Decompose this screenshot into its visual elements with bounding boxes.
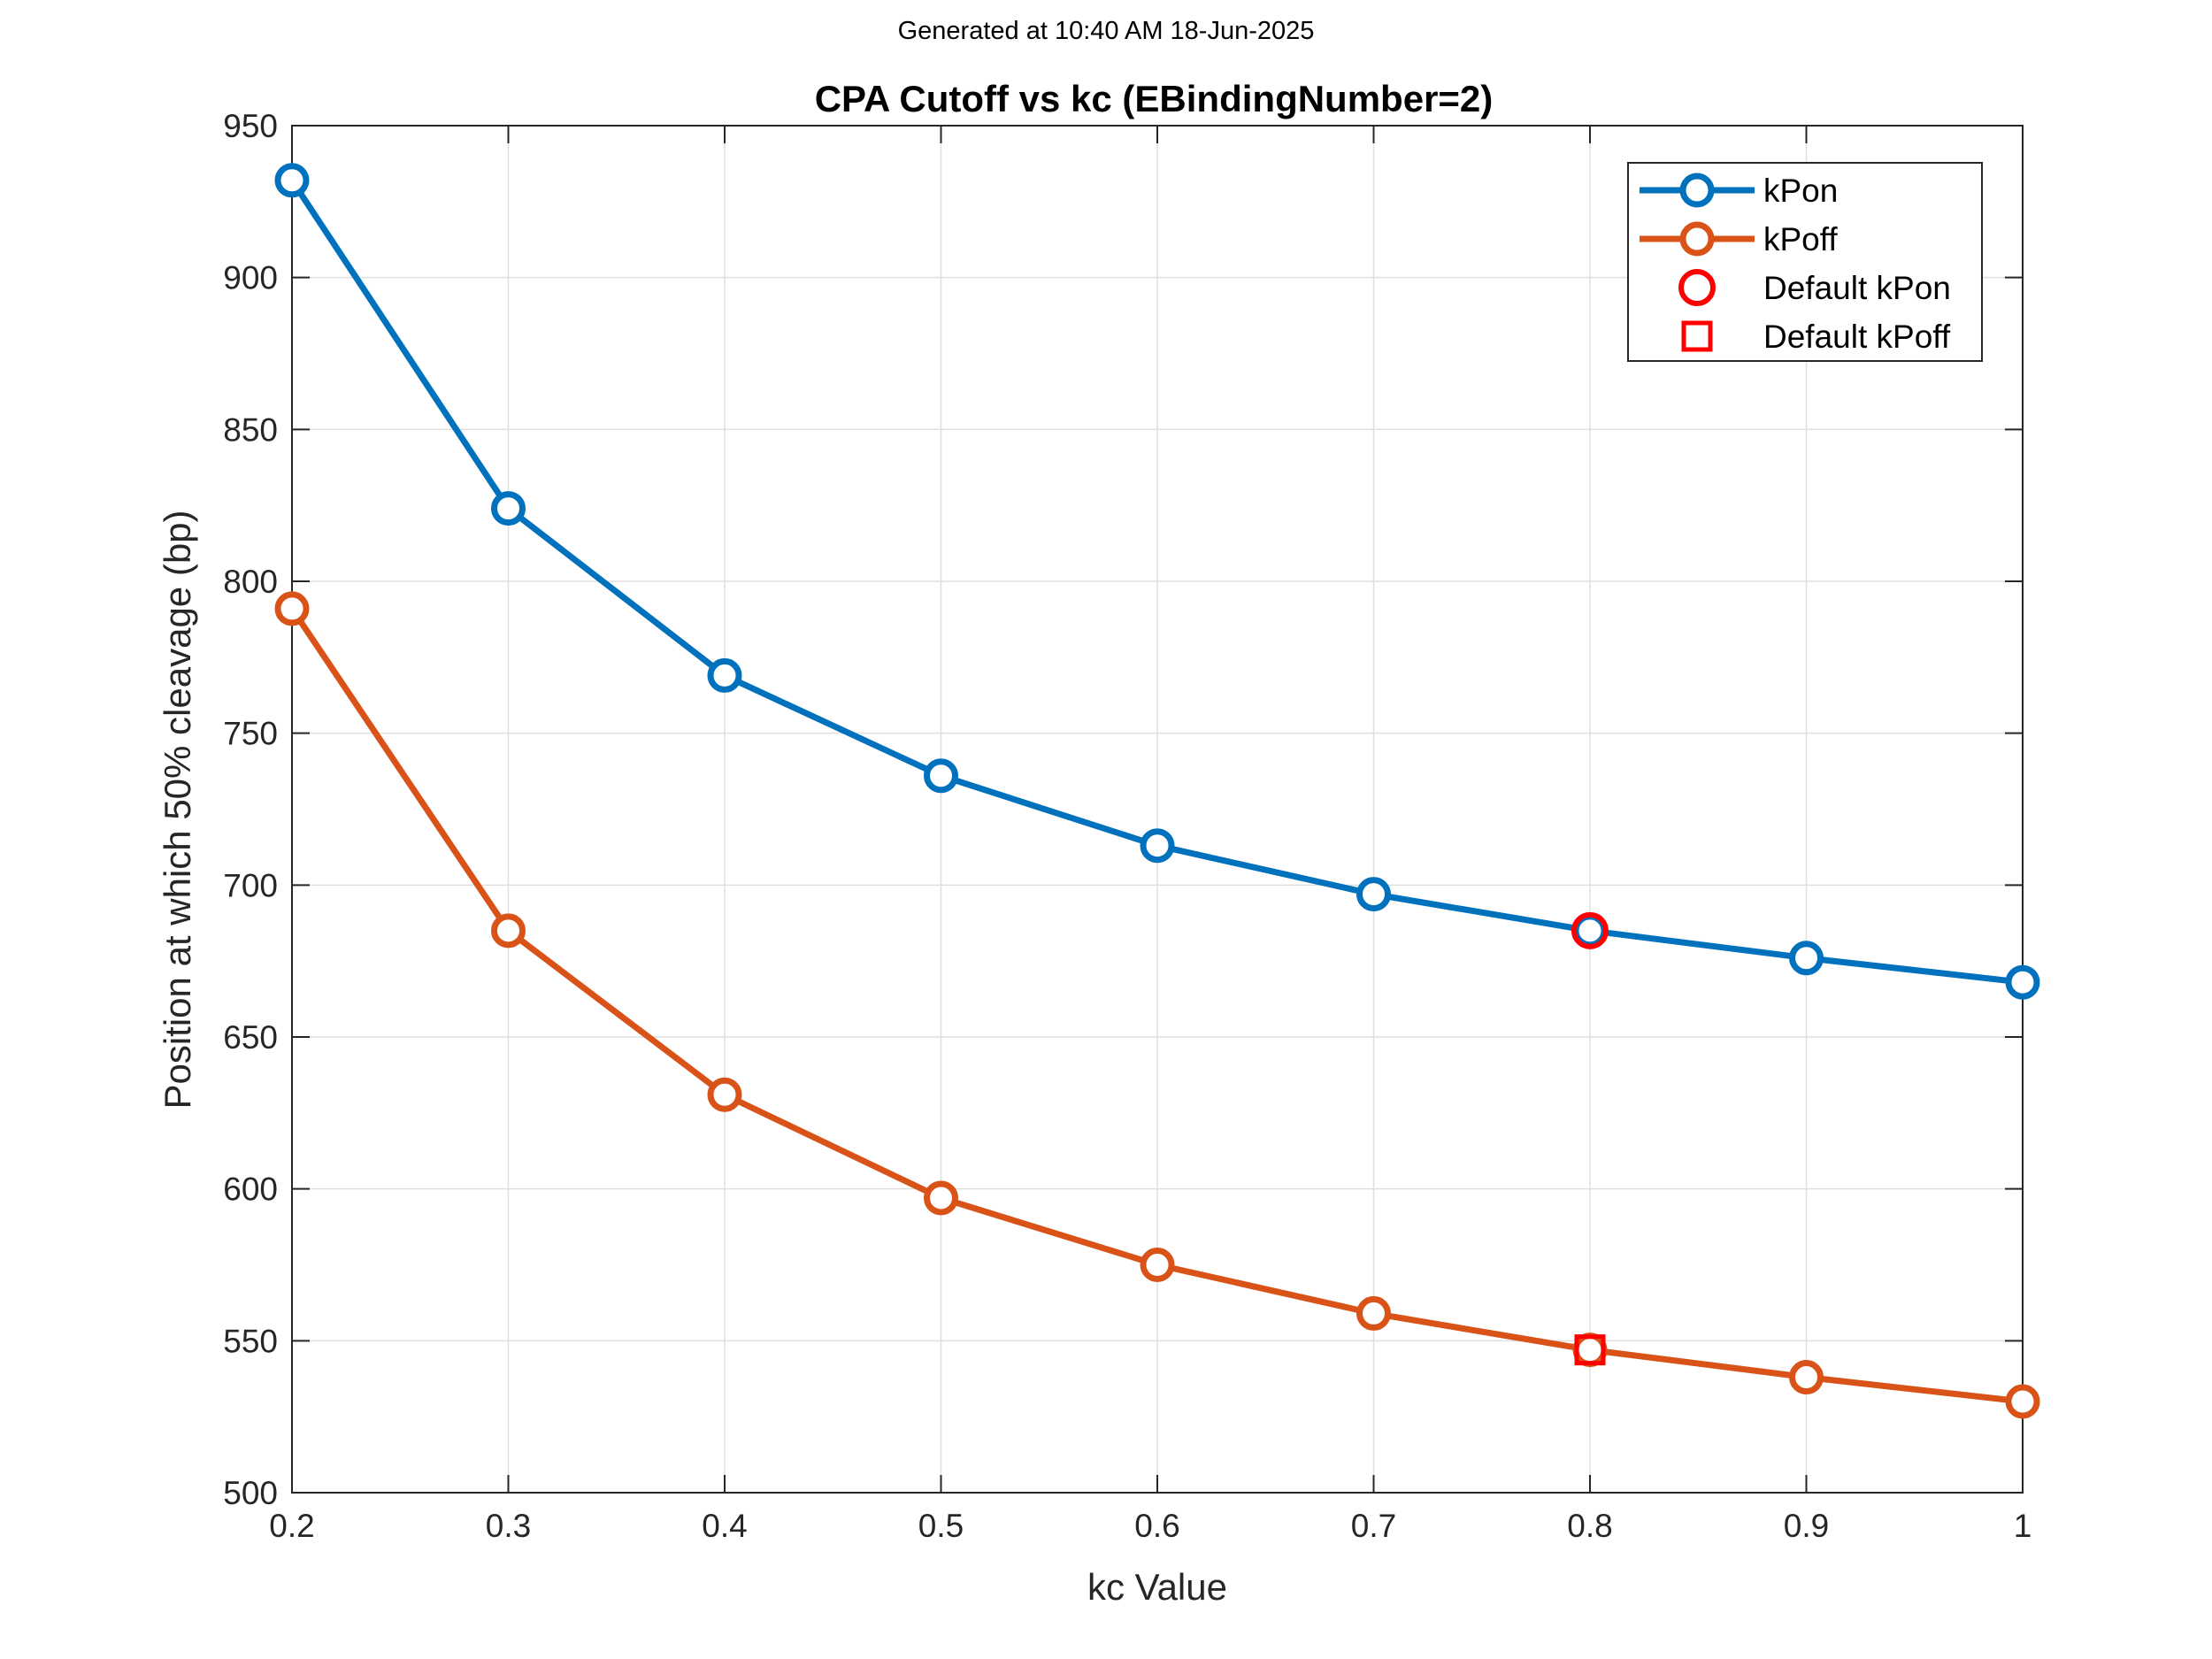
legend: kPon kPoff Default kPon Default kPoff	[1627, 162, 1983, 362]
legend-marker-kpoff	[1679, 221, 1715, 257]
data-point-kpon	[1140, 828, 1175, 864]
legend-marker-kpon	[1679, 173, 1715, 208]
y-tick-label: 600	[223, 1171, 278, 1208]
x-tick-label: 1	[2014, 1508, 2032, 1544]
x-tick-label: 0.3	[486, 1508, 531, 1544]
data-point-kpoff	[924, 1180, 958, 1216]
data-point-kpoff	[491, 913, 526, 949]
y-axis-label: Position at which 50% cleavage (bp)	[157, 510, 198, 1109]
y-tick-label: 850	[223, 411, 278, 448]
data-point-kpoff	[1572, 1333, 1608, 1368]
data-point-kpon	[1789, 941, 1824, 976]
data-point-kpon	[491, 491, 526, 526]
highlight-default-kpon	[1571, 911, 1609, 949]
chart-title: CPA Cutoff vs kc (EBindingNumber=2)	[815, 78, 1494, 119]
data-point-kpoff	[1356, 1295, 1391, 1331]
x-axis-label: kc Value	[1087, 1566, 1227, 1608]
legend-label-kpon: kPon	[1763, 173, 1838, 209]
data-point-kpon	[274, 163, 310, 198]
y-tick-label: 700	[223, 867, 278, 903]
y-tick-label: 500	[223, 1475, 278, 1511]
data-point-kpoff	[707, 1077, 742, 1112]
legend-label-kpoff: kPoff	[1763, 221, 1838, 257]
data-point-kpoff	[1140, 1248, 1175, 1282]
generated-timestamp: Generated at 10:40 AM 18-Jun-2025	[898, 17, 1315, 45]
legend-marker-default-kpoff	[1681, 320, 1713, 352]
x-tick-label: 0.4	[702, 1508, 747, 1544]
data-point-kpoff	[1789, 1360, 1824, 1395]
x-tick-label: 0.7	[1351, 1508, 1396, 1544]
highlight-default-kpoff	[1574, 1334, 1606, 1366]
x-tick-label: 0.9	[1784, 1508, 1829, 1544]
y-tick-label: 900	[223, 260, 278, 296]
x-tick-label: 0.5	[918, 1508, 964, 1544]
highlight-layer	[1571, 911, 1609, 1366]
axis-ticks: 0.2 0.3 0.4 0.5 0.6 0.7 0.8 0.9 1 500 550 600 650 700…	[223, 108, 2032, 1544]
y-tick-label: 750	[223, 716, 278, 752]
legend-label-default-kpon: Default kPon	[1763, 270, 1951, 306]
data-point-kpon	[707, 657, 742, 693]
x-tick-label: 0.8	[1567, 1508, 1612, 1544]
y-tick-label: 650	[223, 1019, 278, 1056]
y-tick-label: 550	[223, 1323, 278, 1359]
data-point-kpoff	[274, 591, 310, 626]
legend-label-default-kpoff: Default kPoff	[1763, 319, 1951, 355]
y-tick-label: 950	[223, 108, 278, 144]
data-point-kpoff	[2005, 1384, 2040, 1419]
x-tick-label: 0.2	[269, 1508, 314, 1544]
legend-marker-default-kpon	[1678, 269, 1716, 306]
x-tick-label: 0.6	[1134, 1508, 1179, 1544]
data-point-kpon	[1356, 877, 1391, 912]
data-point-kpon	[924, 758, 958, 794]
data-point-kpon	[2005, 964, 2040, 1000]
y-tick-label: 800	[223, 564, 278, 600]
